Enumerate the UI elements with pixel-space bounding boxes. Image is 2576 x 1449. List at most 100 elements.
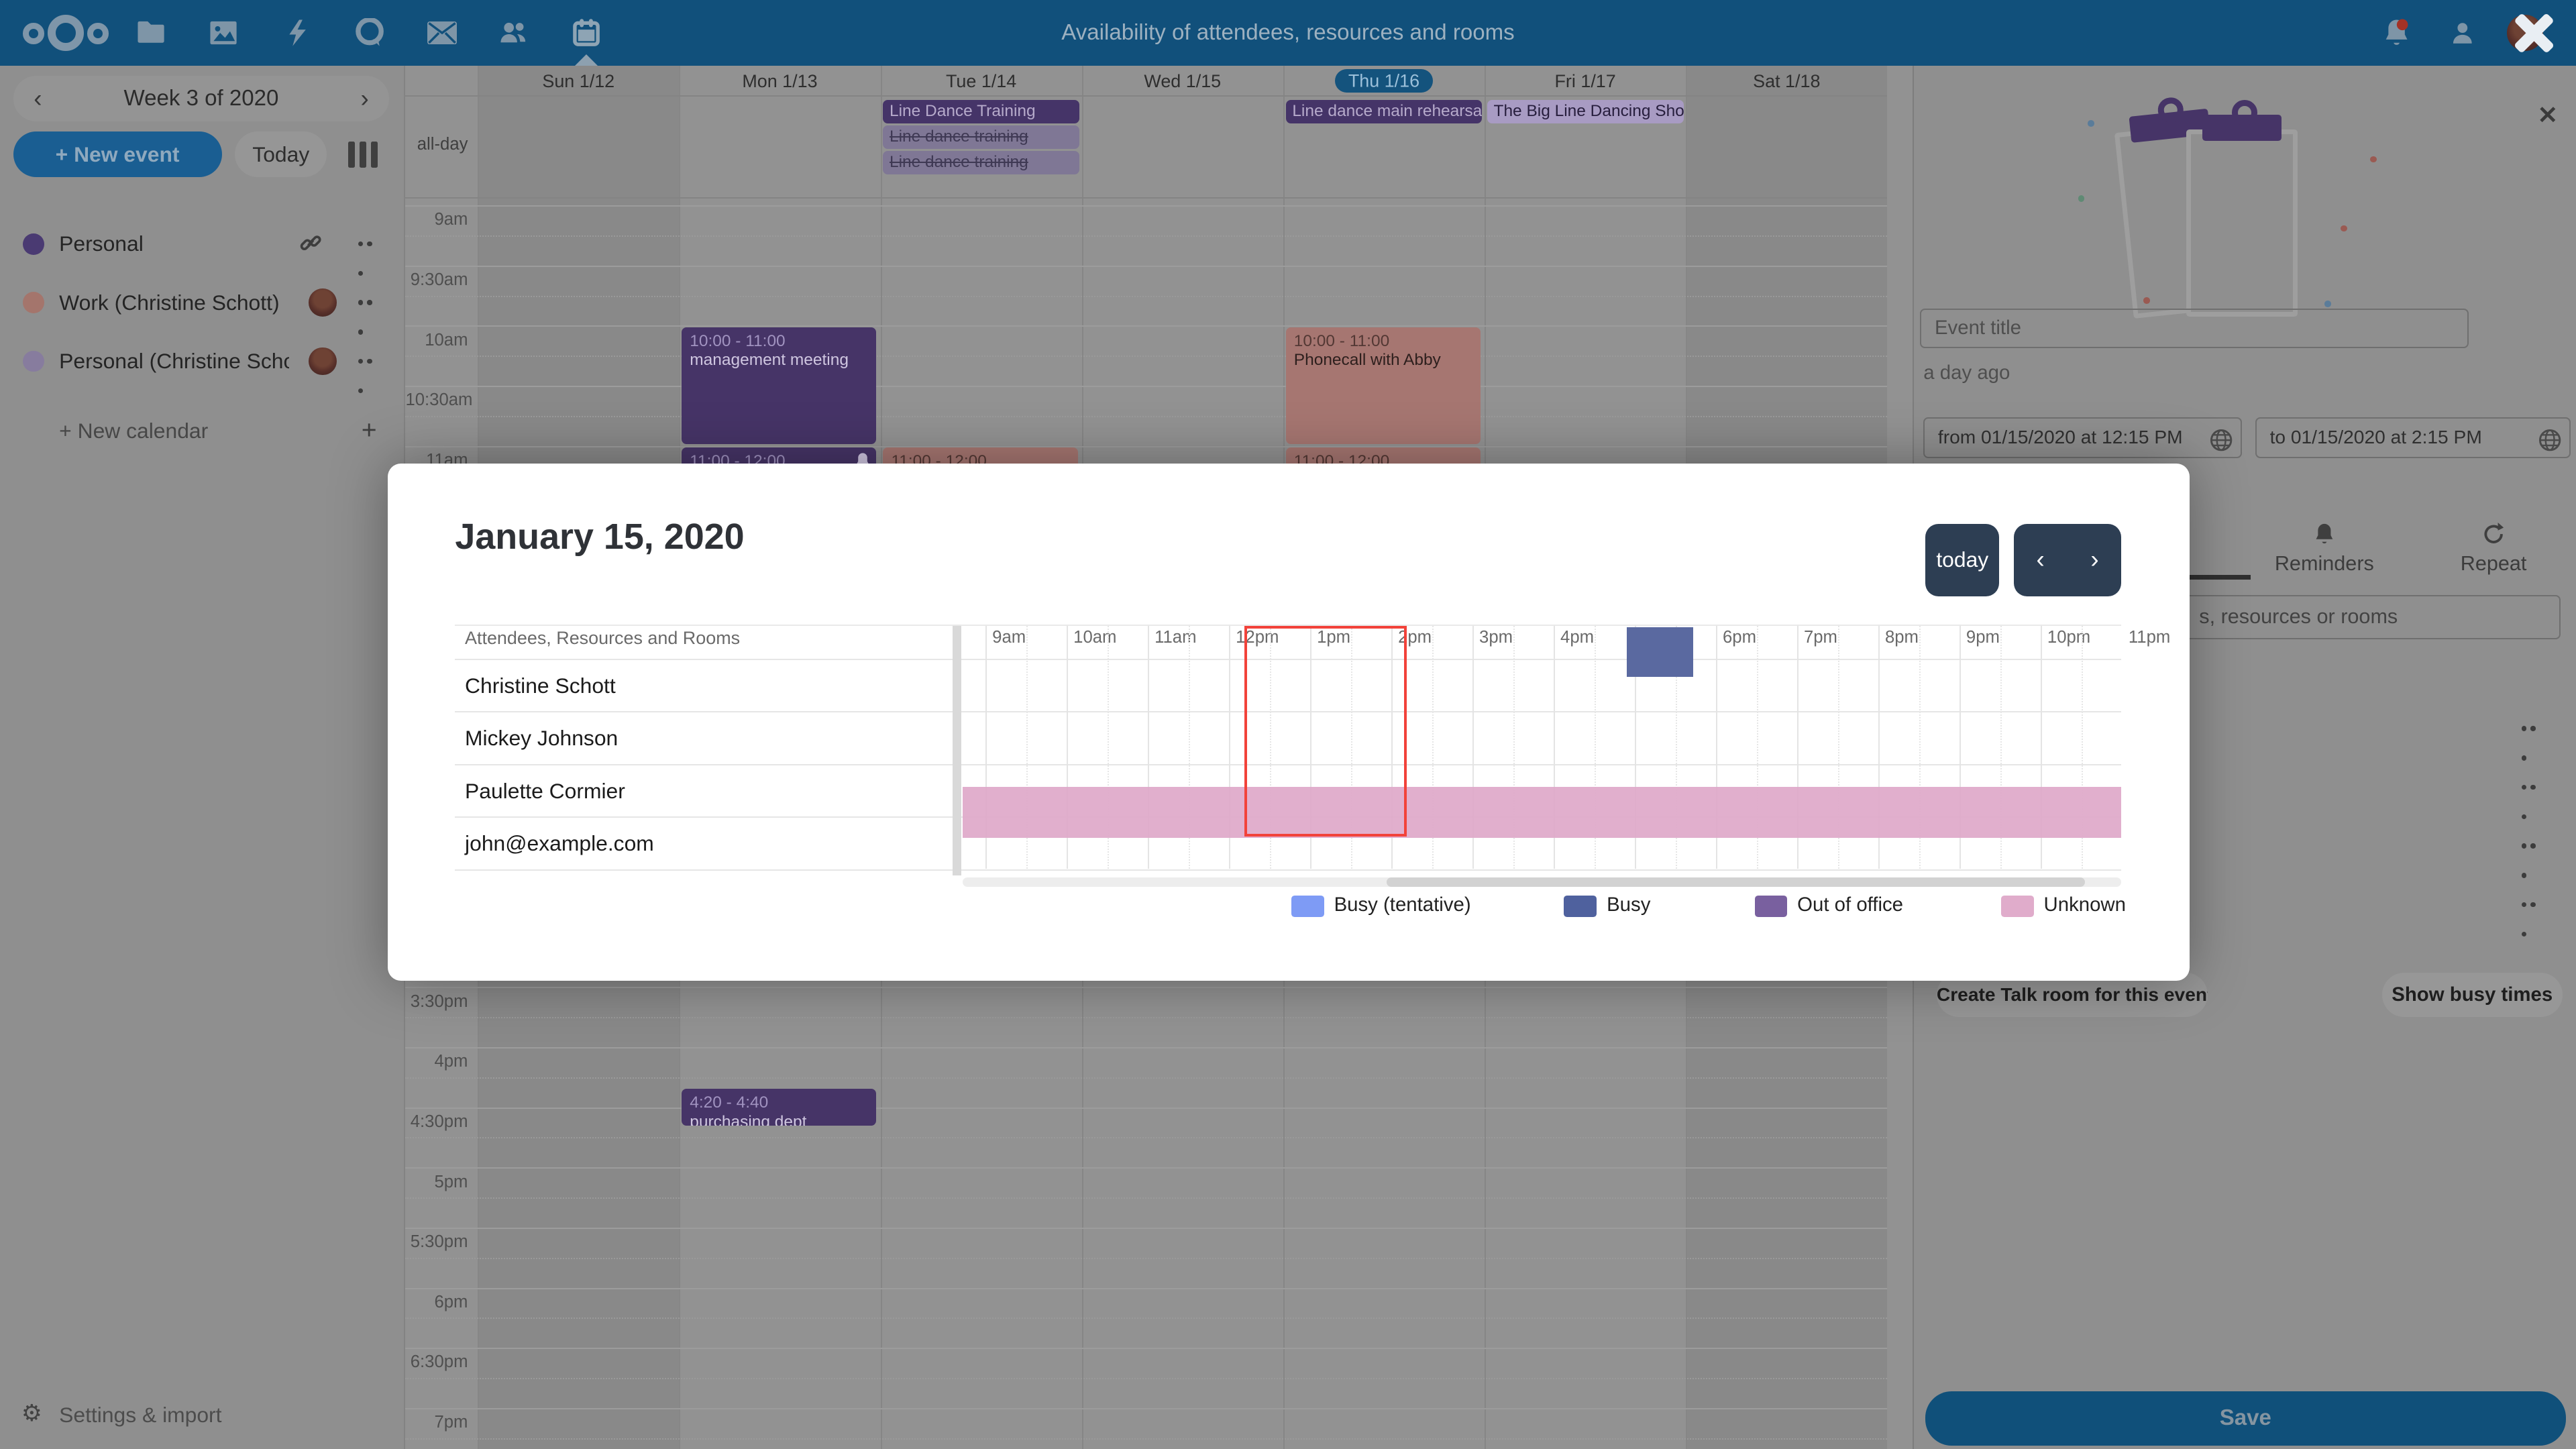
calendar-name: Personal (Christine Scho… bbox=[59, 349, 289, 374]
calendar-event[interactable]: 10:00 - 11:00 management meeting bbox=[682, 327, 877, 445]
calendar-event[interactable]: 4:20 - 4:40 purchasing dept bbox=[682, 1089, 877, 1126]
modal-time-label: 3pm bbox=[1479, 627, 1513, 647]
calendar-actions-menu[interactable] bbox=[358, 358, 383, 394]
legend-label: Out of office bbox=[1797, 894, 1904, 916]
contacts-icon[interactable] bbox=[494, 13, 534, 53]
legend-label: Busy (tentative) bbox=[1334, 894, 1471, 916]
attendee-item-menu[interactable] bbox=[2521, 726, 2546, 761]
top-header-bar: Availability of attendees, resources and… bbox=[0, 0, 2576, 66]
new-calendar-button[interactable]: + New calendar + bbox=[0, 413, 404, 455]
close-icon[interactable]: ✕ bbox=[2537, 101, 2559, 129]
mail-icon[interactable] bbox=[422, 13, 462, 53]
previous-week-button[interactable]: ‹ bbox=[34, 84, 42, 112]
modal-time-label: 8pm bbox=[1884, 627, 1919, 647]
share-link-icon[interactable] bbox=[299, 231, 322, 261]
to-datetime-field[interactable]: to 01/15/2020 at 2:15 PM bbox=[2255, 417, 2571, 459]
day-header: Sat 1/18 bbox=[1753, 70, 1821, 91]
attendee-item-menu[interactable] bbox=[2521, 843, 2546, 878]
tab-repeat[interactable]: Repeat bbox=[2439, 522, 2548, 576]
day-header: Tue 1/14 bbox=[945, 70, 1017, 91]
time-label: 5:30pm bbox=[410, 1232, 468, 1252]
all-day-event[interactable]: Line dance training bbox=[883, 151, 1080, 174]
left-sidebar: ‹ Week 3 of 2020 › + New event Today Per… bbox=[0, 65, 405, 1449]
sidebar-calendar-item[interactable]: Personal (Christine Scho… bbox=[0, 337, 404, 394]
notifications-bell-icon[interactable] bbox=[2377, 13, 2417, 53]
settings-import-button[interactable]: ⚙ Settings & import bbox=[0, 1397, 404, 1436]
legend-swatch bbox=[1564, 895, 1597, 917]
nextcloud-logo[interactable] bbox=[23, 15, 109, 51]
horizontal-scrollbar-thumb[interactable] bbox=[1386, 877, 2085, 888]
availability-grid[interactable] bbox=[963, 626, 2121, 869]
timezone-globe-icon[interactable] bbox=[2538, 427, 2561, 457]
modal-time-label: 9am bbox=[992, 627, 1026, 647]
day-header: Wed 1/15 bbox=[1144, 70, 1222, 91]
today-button[interactable]: Today bbox=[235, 131, 327, 178]
talk-icon[interactable] bbox=[350, 13, 390, 53]
day-header: Fri 1/17 bbox=[1554, 70, 1616, 91]
next-week-button[interactable]: › bbox=[360, 84, 369, 112]
unknown-availability-band bbox=[963, 787, 2121, 838]
from-datetime-field[interactable]: from 01/15/2020 at 12:15 PM bbox=[1923, 417, 2243, 459]
time-label: 9:30am bbox=[410, 270, 468, 290]
calendar-app-icon[interactable] bbox=[567, 13, 606, 53]
modal-time-label: 11pm bbox=[2128, 627, 2171, 647]
time-label: 7pm bbox=[434, 1413, 468, 1432]
new-event-button[interactable]: + New event bbox=[13, 131, 222, 178]
attendee-item-menu[interactable] bbox=[2521, 784, 2546, 820]
timezone-globe-icon[interactable] bbox=[2210, 427, 2233, 457]
time-label: 9am bbox=[434, 210, 468, 229]
calendar-name: Work (Christine Schott) bbox=[59, 290, 280, 315]
attendee-item-menu[interactable] bbox=[2521, 902, 2546, 937]
all-day-event[interactable]: Line dance main rehearsal bbox=[1285, 100, 1483, 123]
search-placeholder: s, resources or rooms bbox=[2199, 604, 2398, 628]
calendar-color-dot bbox=[23, 233, 45, 255]
time-label: 3:30pm bbox=[410, 991, 468, 1011]
calendar-name: Personal bbox=[59, 231, 144, 256]
modal-prev-day-button[interactable]: ‹ bbox=[2036, 545, 2045, 574]
calendar-actions-menu[interactable] bbox=[358, 241, 383, 276]
day-header: Thu 1/16 bbox=[1283, 69, 1485, 94]
all-day-event[interactable]: Line Dance Training bbox=[883, 100, 1080, 123]
from-value: from 01/15/2020 at 12:15 PM bbox=[1937, 427, 2183, 448]
time-label: 10:30am bbox=[405, 390, 473, 410]
calendar-event[interactable]: 10:00 - 11:00 Phonecall with Abby bbox=[1285, 327, 1481, 445]
bell-icon bbox=[2267, 523, 2381, 549]
files-icon[interactable] bbox=[131, 13, 171, 53]
all-day-event[interactable]: The Big Line Dancing Show bbox=[1487, 100, 1684, 123]
attendee-name: john@example.com bbox=[465, 831, 654, 856]
event-title-input[interactable]: Event title bbox=[1920, 309, 2469, 349]
column-splitter[interactable] bbox=[953, 626, 961, 876]
calendar-owner-avatar bbox=[309, 347, 337, 376]
sidebar-calendar-item[interactable]: Personal bbox=[0, 220, 404, 276]
modal-time-label: 1pm bbox=[1317, 627, 1351, 647]
time-label: 10am bbox=[425, 330, 468, 350]
tab-reminders[interactable]: Reminders bbox=[2267, 523, 2381, 576]
modal-today-button[interactable]: today bbox=[1925, 524, 2000, 596]
contacts-menu-icon[interactable] bbox=[2443, 13, 2483, 53]
view-mode-icon[interactable] bbox=[348, 141, 378, 168]
save-button[interactable]: Save bbox=[1925, 1391, 2566, 1446]
sidebar-calendar-item[interactable]: Work (Christine Schott) bbox=[0, 279, 404, 335]
modal-time-label: 6pm bbox=[1722, 627, 1756, 647]
availability-modal: January 15, 2020 today ‹ › Attendees, Re… bbox=[387, 463, 2190, 981]
time-label: 4pm bbox=[434, 1052, 468, 1071]
to-value: to 01/15/2020 at 2:15 PM bbox=[2269, 427, 2482, 448]
modal-time-label: 7pm bbox=[1803, 627, 1837, 647]
day-header: Mon 1/13 bbox=[742, 70, 818, 91]
week-label[interactable]: Week 3 of 2020 bbox=[123, 85, 279, 111]
photos-icon[interactable] bbox=[204, 13, 244, 53]
all-day-event[interactable]: Line dance training bbox=[883, 125, 1080, 149]
calendar-actions-menu[interactable] bbox=[358, 300, 383, 335]
repeat-icon bbox=[2439, 522, 2548, 549]
show-busy-times-button[interactable]: Show busy times bbox=[2381, 972, 2563, 1017]
calendar-owner-avatar bbox=[309, 288, 337, 317]
attendee-name: Mickey Johnson bbox=[465, 726, 619, 751]
legend-swatch bbox=[1754, 895, 1788, 917]
selection-rectangle[interactable] bbox=[1244, 626, 1407, 837]
last-modified-label: a day ago bbox=[1923, 361, 2010, 384]
day-header: Sun 1/12 bbox=[542, 70, 615, 91]
modal-next-day-button[interactable]: › bbox=[2090, 545, 2099, 574]
modal-nav-buttons: ‹ › bbox=[2014, 524, 2121, 596]
activity-icon[interactable] bbox=[278, 13, 317, 53]
